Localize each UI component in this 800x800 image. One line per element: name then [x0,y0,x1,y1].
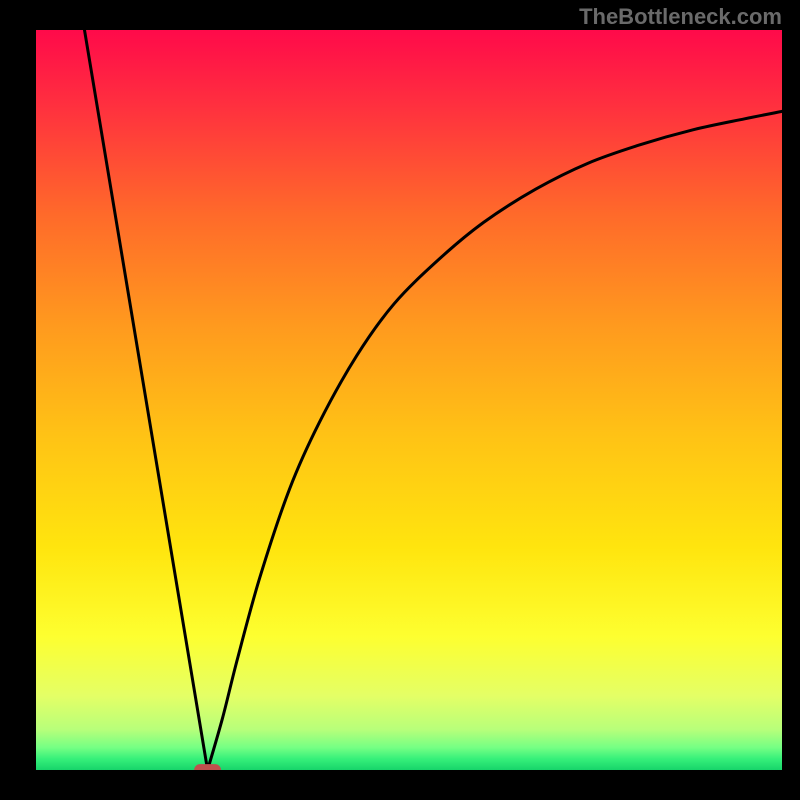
watermark-text: TheBottleneck.com [579,4,782,30]
plot-area [36,30,782,770]
gradient-background [36,30,782,770]
minimum-marker [194,764,221,770]
chart-svg [36,30,782,770]
